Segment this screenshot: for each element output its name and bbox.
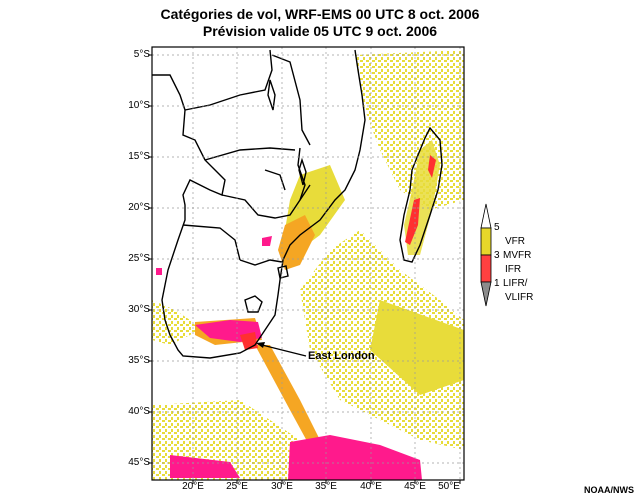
lon-label-50e: 50°E: [438, 481, 460, 492]
legend-top-arrow: [480, 203, 492, 229]
mvfr-coast-band: [255, 345, 330, 465]
africa-coast: [152, 49, 366, 359]
lon-label-40e: 40°E: [360, 481, 382, 492]
lake-1: [267, 79, 276, 111]
credit-label: NOAA/NWS: [584, 485, 634, 495]
madagascar-coast: [399, 126, 443, 263]
legend-tick-3: 3: [494, 250, 500, 261]
legend-tick-5: 5: [494, 222, 500, 233]
vfr-southeast-band: [370, 300, 464, 395]
mvfr-mozambique: [278, 215, 315, 270]
border-7: [271, 54, 311, 146]
legend-vfr-swatch: [480, 227, 492, 256]
lat-label-35s: 35°S: [128, 355, 150, 366]
map-frame: [151, 46, 465, 481]
axis-ticks: [148, 54, 461, 484]
lat-label-20s: 20°S: [128, 202, 150, 213]
lon-label-25e: 25°E: [226, 481, 248, 492]
lon-label-45e: 45°E: [404, 481, 426, 492]
border-6: [297, 147, 306, 201]
lat-label-30s: 30°S: [128, 304, 150, 315]
legend-label-vfr: VFR: [505, 236, 525, 247]
ifr-west-island: [156, 268, 162, 275]
ifr-ocean-south: [288, 435, 422, 480]
legend-label-vlifr: VLIFR: [505, 292, 534, 303]
legend-colorbar: [480, 203, 492, 307]
legend-label-ifr: IFR: [505, 264, 522, 275]
lon-label-30e: 30°E: [271, 481, 293, 492]
lesotho: [244, 295, 263, 313]
lake-2: [298, 157, 307, 186]
border-2: [204, 147, 296, 161]
lat-label-5s: 5°S: [133, 49, 150, 60]
ifr-east-london: [240, 332, 258, 350]
lon-label-20e: 20°E: [182, 481, 204, 492]
ifr-interior: [262, 236, 272, 246]
coastlines: [152, 49, 443, 359]
map-title: Catégories de vol, WRF-EMS 00 UTC 8 oct.…: [160, 6, 480, 22]
border-8: [264, 169, 286, 191]
lon-label-35e: 35°E: [315, 481, 337, 492]
lat-label-45s: 45°S: [128, 457, 150, 468]
lat-label-15s: 15°S: [128, 151, 150, 162]
legend-tick-1: 1: [494, 278, 500, 289]
forecast-field: [152, 50, 464, 480]
lat-label-25s: 25°S: [128, 253, 150, 264]
border-4: [182, 224, 241, 261]
lat-label-40s: 40°S: [128, 406, 150, 417]
legend-bottom-arrow: [480, 281, 492, 307]
ifr-madagascar: [405, 198, 420, 245]
legend-label-mvfr: MVFR: [503, 250, 532, 261]
ifr-madagascar-north: [428, 155, 436, 178]
legend-ifr-swatch: [480, 254, 492, 283]
swaziland: [277, 265, 289, 279]
border-5: [239, 259, 283, 266]
map-subtitle: Prévision valide 05 UTC 9 oct. 2006: [202, 23, 438, 39]
east-london-label: East London: [308, 350, 375, 362]
ifr-southwest: [170, 455, 240, 478]
graticule: [152, 47, 464, 480]
legend-label-lifr: LIFR/: [503, 278, 528, 289]
east-london-marker: [256, 342, 307, 357]
border-1: [184, 49, 273, 111]
lat-label-10s: 10°S: [128, 100, 150, 111]
